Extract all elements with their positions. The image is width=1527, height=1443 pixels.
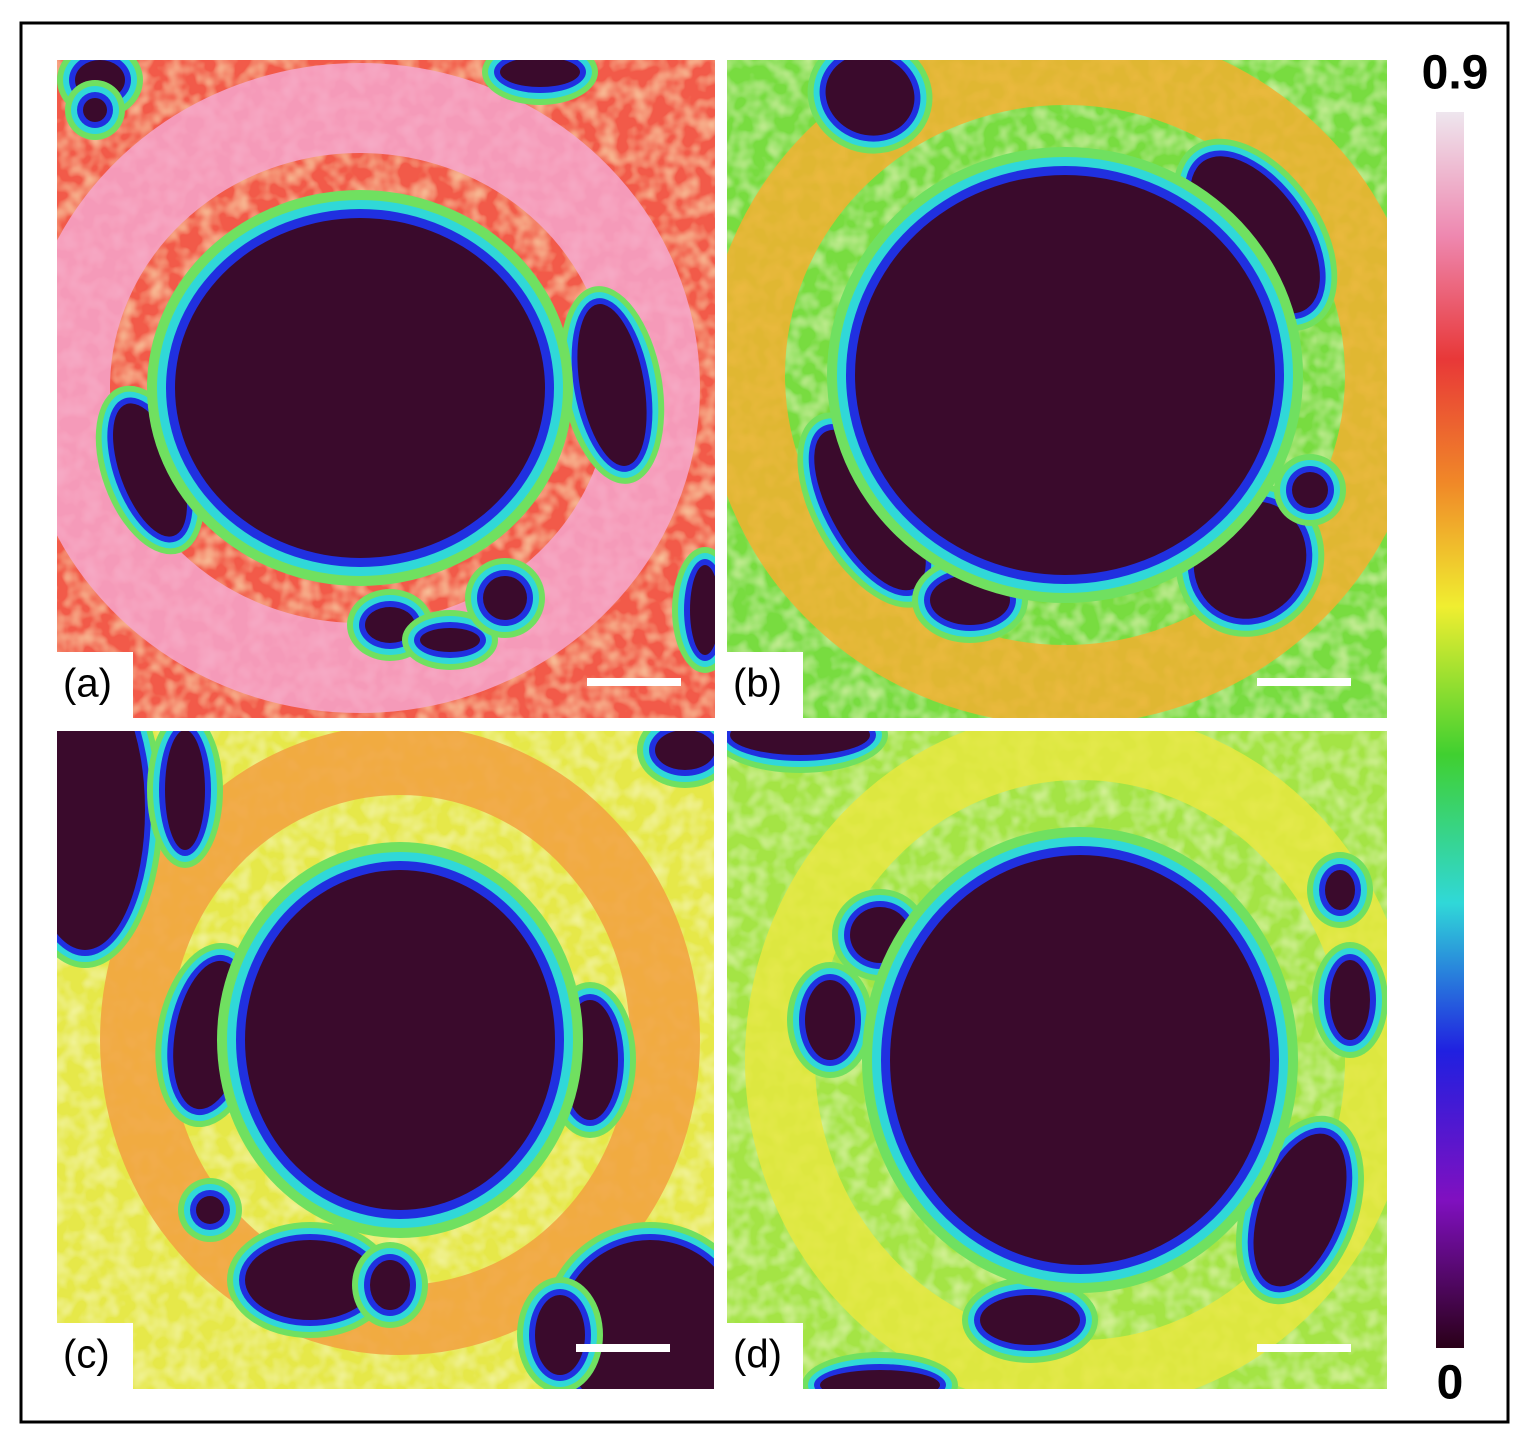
label-box [57, 1323, 133, 1389]
panel-label: (c) [63, 1333, 110, 1377]
label-box [727, 1323, 803, 1389]
hole [1253, 1133, 1347, 1287]
panel-label: (b) [733, 662, 782, 706]
hole [165, 731, 205, 850]
colorbar-max: 0.9 [1422, 47, 1489, 100]
panel: (d) [727, 731, 1387, 1389]
hole [820, 1370, 940, 1389]
hole [1292, 472, 1328, 508]
label-box [57, 652, 133, 718]
panel-label: (d) [733, 1333, 782, 1377]
hole [500, 60, 580, 87]
hole [730, 731, 870, 755]
hole [655, 731, 714, 770]
hole [855, 175, 1275, 575]
hole [483, 576, 527, 620]
hole [980, 1295, 1080, 1345]
hole [805, 980, 855, 1060]
hole [365, 607, 415, 643]
hole [57, 731, 145, 950]
hole [1190, 156, 1320, 314]
hole [420, 628, 480, 652]
hole [535, 1295, 585, 1375]
panel: (c) [57, 731, 714, 1389]
hole [890, 855, 1270, 1265]
hole [370, 1260, 410, 1310]
label-box [727, 652, 803, 718]
hole [113, 403, 187, 537]
hole [245, 1240, 375, 1320]
hole [1325, 870, 1355, 910]
hole [196, 1196, 224, 1224]
panel-label: (a) [63, 662, 112, 706]
hole [245, 870, 555, 1210]
hole [577, 304, 647, 466]
hole [175, 218, 545, 558]
ring [745, 731, 1387, 1389]
hole [1330, 960, 1370, 1040]
ring [727, 60, 1387, 718]
hole [690, 565, 715, 655]
frame [19, 21, 1510, 1424]
colorbar [1436, 112, 1464, 1348]
panel: (b) [727, 60, 1387, 718]
panel: (a) [57, 60, 715, 718]
hole [814, 429, 926, 591]
hole [825, 60, 915, 136]
hole [83, 98, 107, 122]
colorbar-min: 0 [1437, 1357, 1464, 1410]
